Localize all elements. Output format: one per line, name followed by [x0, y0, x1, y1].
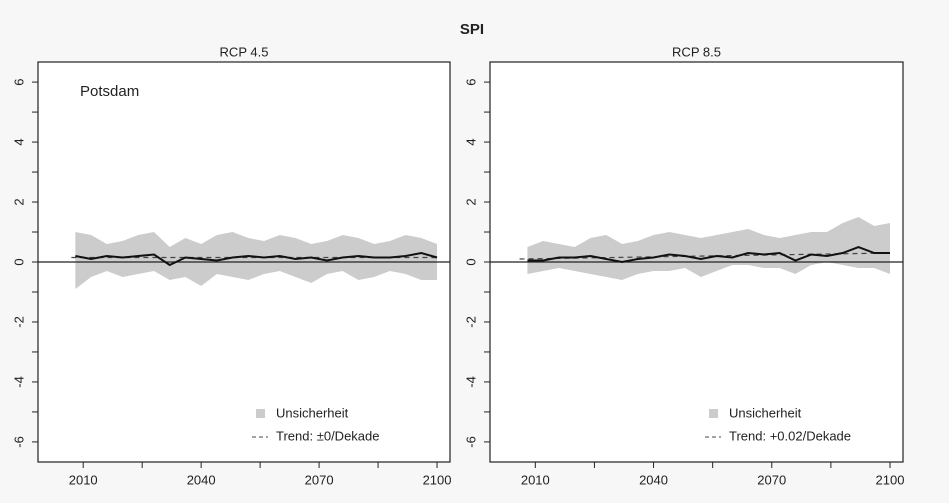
legend-label: Trend: ±0/Dekade — [276, 428, 380, 443]
x-tick-label: 2040 — [639, 472, 668, 487]
panel-annotation: Potsdam — [80, 83, 139, 100]
y-tick-label: -2 — [11, 316, 26, 328]
x-tick-label: 2010 — [521, 472, 550, 487]
x-tick-label: 2070 — [305, 472, 334, 487]
legend-label: Trend: +0.02/Dekade — [729, 428, 851, 443]
legend-band-marker — [709, 409, 718, 418]
y-tick-label: 6 — [463, 78, 478, 85]
x-tick-label: 2100 — [423, 472, 452, 487]
legend-band-marker — [256, 409, 265, 418]
y-tick-label: -4 — [463, 376, 478, 388]
uncertainty-band — [75, 232, 438, 289]
chart-title: SPI — [460, 21, 484, 38]
x-tick-label: 2070 — [757, 472, 786, 487]
spi-line — [527, 245, 890, 264]
y-tick-label: -2 — [463, 316, 478, 328]
trend-line — [519, 252, 891, 260]
spi-line — [75, 251, 438, 267]
uncertainty-band — [527, 217, 890, 280]
legend-label: Unsicherheit — [729, 405, 802, 420]
x-tick-label: 2040 — [187, 472, 216, 487]
y-tick-label: -6 — [463, 436, 478, 448]
y-tick-label: 0 — [463, 258, 478, 265]
panel-title: RCP 4.5 — [220, 44, 269, 59]
y-tick-label: -4 — [11, 376, 26, 388]
y-tick-label: 2 — [463, 198, 478, 205]
y-tick-label: 2 — [11, 198, 26, 205]
panel-title: RCP 8.5 — [672, 44, 721, 59]
y-tick-label: 6 — [11, 78, 26, 85]
x-tick-label: 2100 — [876, 472, 905, 487]
y-tick-label: -6 — [11, 436, 26, 448]
y-tick-label: 4 — [11, 138, 26, 145]
legend-label: Unsicherheit — [276, 405, 349, 420]
y-tick-label: 0 — [11, 258, 26, 265]
x-tick-label: 2010 — [69, 472, 98, 487]
y-tick-label: 4 — [463, 138, 478, 145]
